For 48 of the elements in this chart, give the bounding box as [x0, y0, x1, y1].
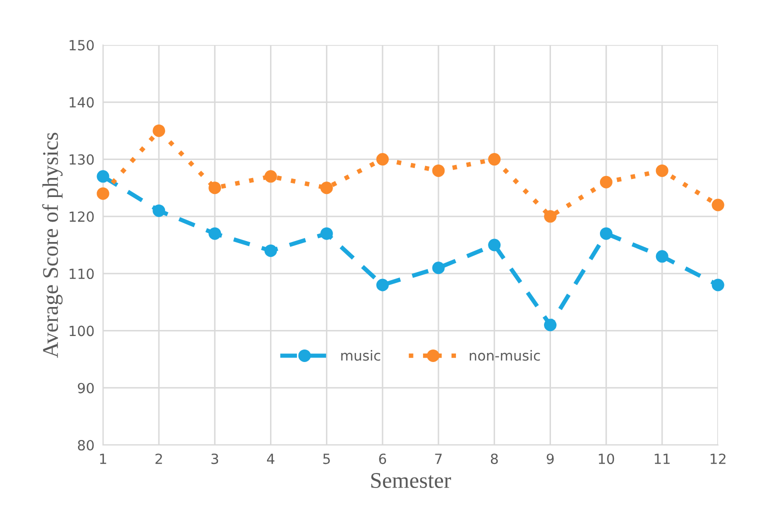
- point: [656, 250, 668, 263]
- point: [712, 198, 724, 212]
- x-tick-label: 6: [379, 454, 386, 464]
- x-tick-label: 8: [490, 454, 498, 464]
- y-tick-label: 120: [70, 211, 94, 222]
- x-tick-label: 11: [654, 454, 670, 464]
- y-tick-label: 100: [70, 326, 94, 336]
- y-tick-label: 150: [70, 40, 94, 50]
- x-tick-label: 12: [710, 454, 726, 464]
- point: [544, 318, 557, 332]
- x-tick-label: 5: [323, 454, 330, 464]
- point: [376, 278, 389, 292]
- x-tick-label: 4: [266, 454, 274, 464]
- point: [432, 164, 445, 177]
- x-tick-label: 7: [435, 454, 442, 464]
- x-tick-label: 9: [546, 454, 554, 464]
- point: [656, 164, 668, 177]
- point: [264, 244, 277, 257]
- point: [600, 227, 612, 240]
- y-tick-label: 110: [70, 268, 94, 280]
- point: [152, 204, 166, 217]
- point: [712, 278, 724, 292]
- point: [320, 227, 333, 240]
- point: [488, 153, 501, 166]
- x-tick-label: 3: [211, 454, 218, 464]
- legend-label: non-music: [470, 350, 540, 361]
- point: [96, 170, 110, 183]
- x-axis-title: Semester: [371, 473, 452, 488]
- x-tick-label: 10: [598, 454, 614, 464]
- point: [264, 170, 277, 183]
- y-tick-label: 80: [78, 440, 94, 450]
- point: [432, 262, 445, 274]
- point: [208, 182, 222, 194]
- point: [208, 227, 222, 240]
- point: [320, 182, 333, 194]
- y-tick-label: 130: [70, 154, 94, 165]
- point: [544, 210, 557, 223]
- point: [376, 153, 389, 166]
- y-tick-label: 90: [78, 382, 94, 394]
- point: [152, 124, 166, 137]
- point: [488, 238, 501, 252]
- point: [600, 176, 612, 188]
- point: [96, 187, 110, 200]
- legend-label: music: [341, 350, 380, 361]
- x-tick-label: 2: [156, 454, 162, 464]
- y-axis-title: Average Score of physics: [42, 132, 63, 358]
- x-tick-label: 1: [100, 454, 106, 464]
- y-tick-label: 140: [70, 97, 94, 108]
